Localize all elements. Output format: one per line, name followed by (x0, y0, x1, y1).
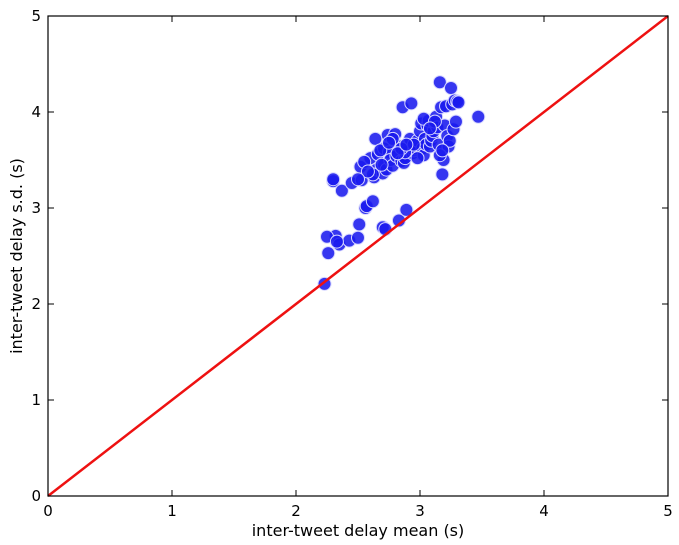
data-point (422, 121, 437, 136)
data-point (448, 114, 463, 129)
data-point (451, 95, 466, 110)
axis-ticks (47, 15, 669, 497)
y-tick-label: 0 (31, 487, 41, 505)
data-point (326, 172, 341, 187)
data-point (329, 234, 344, 249)
data-point (351, 172, 365, 187)
x-tick-label: 5 (663, 502, 673, 520)
y-tick-labels: 0 1 2 3 4 5 (31, 7, 41, 505)
x-tick-label: 2 (291, 502, 301, 520)
data-point (432, 75, 447, 90)
data-point (410, 151, 425, 166)
x-tick-label: 3 (415, 502, 425, 520)
reference-line (47, 15, 669, 497)
y-axis-label: inter-tweet delay s.d. (s) (7, 158, 26, 354)
y-tick-label: 3 (31, 199, 41, 217)
data-point (444, 81, 458, 95)
data-point (399, 202, 414, 217)
data-point (435, 167, 450, 182)
data-point (471, 109, 486, 124)
data-point (373, 143, 388, 158)
data-point (334, 183, 349, 198)
x-tick-label: 1 (167, 502, 177, 520)
data-point (368, 131, 383, 146)
data-point (404, 96, 419, 111)
data-point (435, 143, 450, 158)
data-point (351, 230, 365, 245)
data-point (374, 157, 389, 172)
x-tick-labels: 0 1 2 3 4 5 (43, 502, 673, 520)
data-point (360, 164, 375, 179)
data-point (321, 246, 336, 261)
x-axis-label: inter-tweet delay mean (s) (252, 521, 465, 540)
data-point (390, 146, 405, 161)
data-point (352, 217, 367, 232)
x-tick-label: 0 (43, 502, 53, 520)
data-points (317, 75, 486, 291)
data-point (382, 135, 396, 150)
data-point (399, 137, 414, 152)
y-tick-label: 2 (31, 295, 41, 313)
x-tick-label: 4 (539, 502, 549, 520)
plot-frame (47, 15, 669, 497)
y-tick-label: 4 (31, 103, 41, 121)
data-point (365, 194, 380, 209)
y-tick-label: 1 (31, 391, 41, 409)
y-tick-label: 5 (31, 7, 41, 25)
